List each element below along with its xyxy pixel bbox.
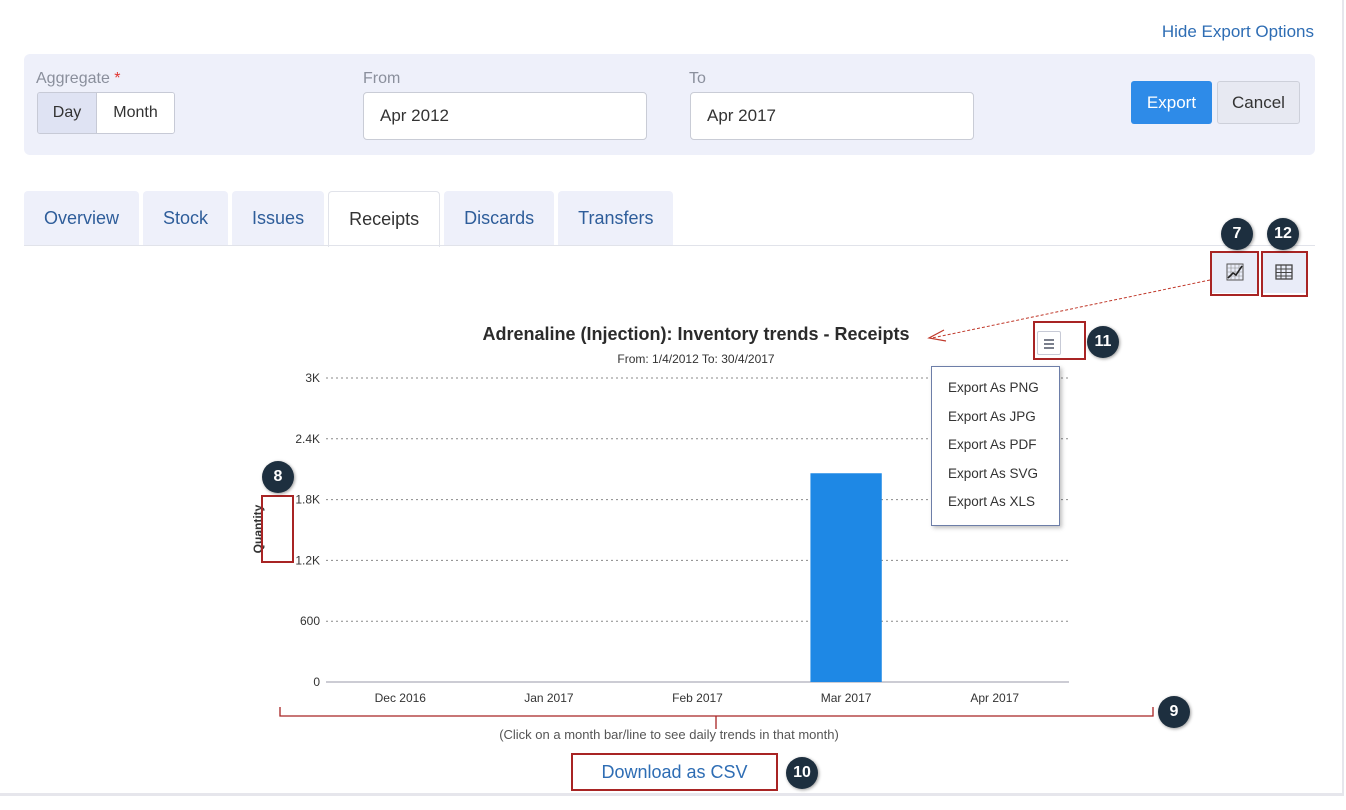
callout-badge-8: 8 <box>262 461 294 493</box>
hide-export-options-link[interactable]: Hide Export Options <box>1161 22 1314 41</box>
x-tick-label: Mar 2017 <box>821 691 872 705</box>
callout-arrow-head <box>927 329 947 342</box>
cancel-button[interactable]: Cancel <box>1217 81 1300 124</box>
callout-badge-12: 12 <box>1267 218 1299 250</box>
chart-drilldown-note: (Click on a month bar/line to see daily … <box>499 727 839 742</box>
x-tick-label: Apr 2017 <box>970 691 1019 705</box>
tab-discards[interactable]: Discards <box>444 191 555 245</box>
from-date-input[interactable] <box>363 92 647 140</box>
table-view-icon <box>1275 264 1293 280</box>
aggregate-month-button[interactable]: Month <box>96 93 174 133</box>
x-tick-label: Feb 2017 <box>672 691 723 705</box>
export-jpg-item[interactable]: Export As JPG <box>948 408 1036 424</box>
chart-view-callout <box>1210 251 1259 296</box>
download-csv-link[interactable]: Download as CSV <box>571 753 778 791</box>
tab-overview[interactable]: Overview <box>24 191 140 245</box>
required-marker: * <box>114 70 121 87</box>
y-tick-label: 1.2K <box>295 553 320 567</box>
tab-receipts[interactable]: Receipts <box>328 191 441 247</box>
chart-view-icon <box>1226 263 1244 281</box>
export-menu: Export As PNG Export As JPG Export As PD… <box>931 366 1060 526</box>
table-view-button[interactable] <box>1261 251 1307 293</box>
export-pdf-item[interactable]: Export As PDF <box>948 437 1037 452</box>
frame-border-bottom <box>0 793 1344 796</box>
callout-badge-11: 11 <box>1087 326 1119 358</box>
export-options-panel: Aggregate * Day Month From To Export Can… <box>24 54 1315 155</box>
x-tick-label: Jan 2017 <box>524 691 574 705</box>
export-svg-item[interactable]: Export As SVG <box>948 465 1039 481</box>
table-view-callout <box>1261 251 1308 297</box>
tab-transfers[interactable]: Transfers <box>558 191 674 245</box>
callout-badge-9: 9 <box>1158 696 1190 728</box>
to-date-input[interactable] <box>690 92 974 140</box>
callout-badge-7: 7 <box>1221 218 1253 250</box>
aggregate-day-button[interactable]: Day <box>38 93 96 133</box>
from-label: From <box>363 70 401 87</box>
chart-title: Adrenaline (Injection): Inventory trends… <box>482 324 910 344</box>
chart-menu-callout <box>1033 321 1086 360</box>
y-tick-label: 600 <box>300 614 320 628</box>
bar-mar-2017[interactable] <box>810 473 882 682</box>
tab-stock[interactable]: Stock <box>143 191 229 245</box>
export-button[interactable]: Export <box>1131 81 1212 124</box>
chart-menu-button[interactable] <box>1037 331 1061 355</box>
chart-view-button[interactable] <box>1212 251 1258 293</box>
report-tabs: Overview Stock Issues Receipts Discards … <box>24 191 674 247</box>
frame-border-right <box>1342 0 1344 795</box>
export-png-item[interactable]: Export As PNG <box>948 380 1039 395</box>
aggregate-label: Aggregate * <box>36 70 121 87</box>
callout-arrow-line <box>931 279 1211 339</box>
y-tick-label: 3K <box>305 371 320 385</box>
y-tick-label: 0 <box>313 675 320 689</box>
chart-subtitle: From: 1/4/2012 To: 30/4/2017 <box>617 352 775 366</box>
aggregate-toggle: Day Month <box>37 92 175 134</box>
tab-divider <box>24 245 1315 246</box>
tab-issues[interactable]: Issues <box>232 191 325 245</box>
export-xls-item[interactable]: Export As XLS <box>948 494 1036 509</box>
y-axis-callout <box>261 495 294 563</box>
to-label: To <box>689 70 706 87</box>
y-tick-label: 1.8K <box>295 493 320 507</box>
x-tick-label: Dec 2016 <box>375 691 427 705</box>
y-tick-label: 2.4K <box>295 432 320 446</box>
callout-badge-10: 10 <box>786 757 818 789</box>
